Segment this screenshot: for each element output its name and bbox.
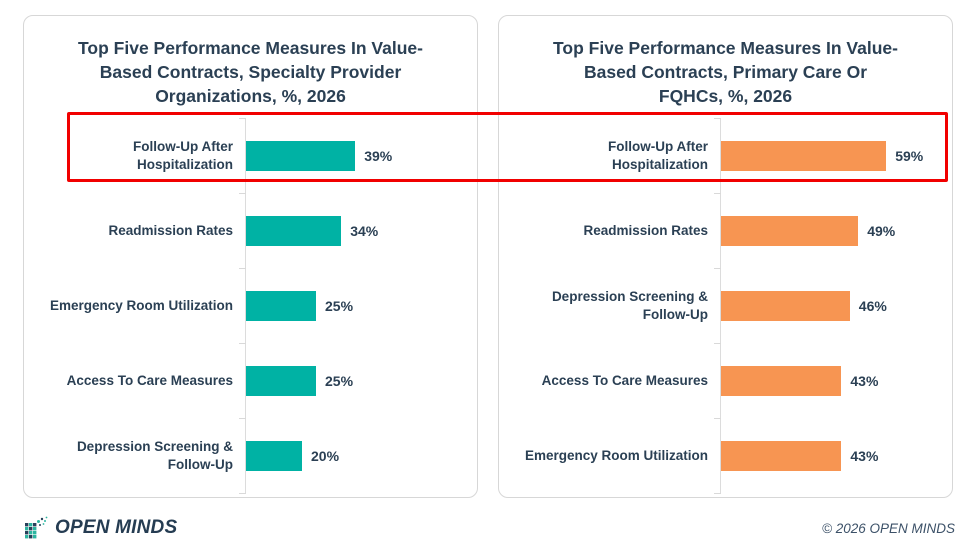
value-label: 49% (867, 222, 896, 239)
bar (721, 440, 842, 471)
category-label: Access To Care Measures (541, 373, 708, 389)
bar (246, 290, 316, 321)
category-label: Follow-Up After Hospitalization (133, 139, 233, 172)
bar-track: 25% (239, 342, 463, 419)
category-label: Follow-Up After Hospitalization (608, 139, 708, 172)
chart-row: Access To Care Measures 25% (38, 342, 463, 419)
chart-row: Emergency Room Utilization 43% (513, 417, 938, 494)
value-label: 34% (350, 222, 379, 239)
category-label: Depression Screening & Follow-Up (551, 289, 708, 322)
category-label: Readmission Rates (583, 223, 708, 239)
open-minds-logo: OPEN MINDS (24, 515, 177, 541)
value-label: 39% (364, 147, 393, 164)
bar (721, 140, 887, 171)
value-label: 25% (325, 372, 354, 389)
bar (246, 140, 356, 171)
bar (721, 215, 859, 246)
chart-row: Readmission Rates 34% (38, 192, 463, 269)
chart-panel-primary-care-fqhc: Top Five Performance Measures In Value-B… (498, 15, 953, 498)
category-label: Emergency Room Utilization (49, 298, 233, 314)
chart-row: Readmission Rates 49% (513, 192, 938, 269)
value-label: 43% (850, 372, 879, 389)
chart-row: Depression Screening & Follow-Up 46% (513, 267, 938, 344)
chart-panel-specialty-providers: Top Five Performance Measures In Value-B… (23, 15, 478, 498)
open-minds-logo-icon (25, 516, 48, 539)
bar-track: 25% (239, 267, 463, 344)
bar-chart-primary-care: Follow-Up After Hospitalization 59% Readmi… (513, 117, 938, 494)
chart-title-specialty: Top Five Performance Measures In Value-B… (78, 38, 423, 107)
bar-track: 43% (714, 342, 938, 419)
bar-track: 59% (714, 117, 938, 194)
value-label: 25% (325, 297, 354, 314)
bar-track: 20% (239, 417, 463, 494)
chart-title-primary-care: Top Five Performance Measures In Value-B… (553, 38, 898, 107)
category-label: Access To Care Measures (66, 373, 233, 389)
footer: OPEN MINDS © 2026 OPEN MINDS (24, 515, 955, 541)
category-label: Emergency Room Utilization (524, 448, 708, 464)
bar-track: 43% (714, 417, 938, 494)
bar-track: 46% (714, 267, 938, 344)
chart-row: Depression Screening & Follow-Up 20% (38, 417, 463, 494)
chart-row: Follow-Up After Hospitalization 39% (38, 117, 463, 194)
bar-track: 39% (239, 117, 463, 194)
category-label: Readmission Rates (108, 223, 233, 239)
bar-track: 49% (714, 192, 938, 269)
chart-panels: Top Five Performance Measures In Value-B… (23, 15, 953, 498)
chart-row: Follow-Up After Hospitalization 59% (513, 117, 938, 194)
value-label: 43% (850, 447, 879, 464)
bar (246, 365, 316, 396)
logo-text: OPEN MINDS (55, 517, 178, 538)
bar-chart-specialty: Follow-Up After Hospitalization 39% Readmi… (38, 117, 463, 494)
category-label: Depression Screening & Follow-Up (76, 439, 233, 472)
value-label: 46% (858, 297, 887, 314)
value-label: 59% (895, 147, 924, 164)
value-label: 20% (311, 447, 340, 464)
copyright-text: © 2026 OPEN MINDS (822, 520, 955, 536)
chart-row: Access To Care Measures 43% (513, 342, 938, 419)
bar-track: 34% (239, 192, 463, 269)
bar (721, 290, 850, 321)
bar (246, 215, 342, 246)
chart-row: Emergency Room Utilization 25% (38, 267, 463, 344)
highlight-rectangle-follow-up-after-hospitalization (67, 112, 948, 182)
bar (721, 365, 842, 396)
bar (246, 440, 302, 471)
